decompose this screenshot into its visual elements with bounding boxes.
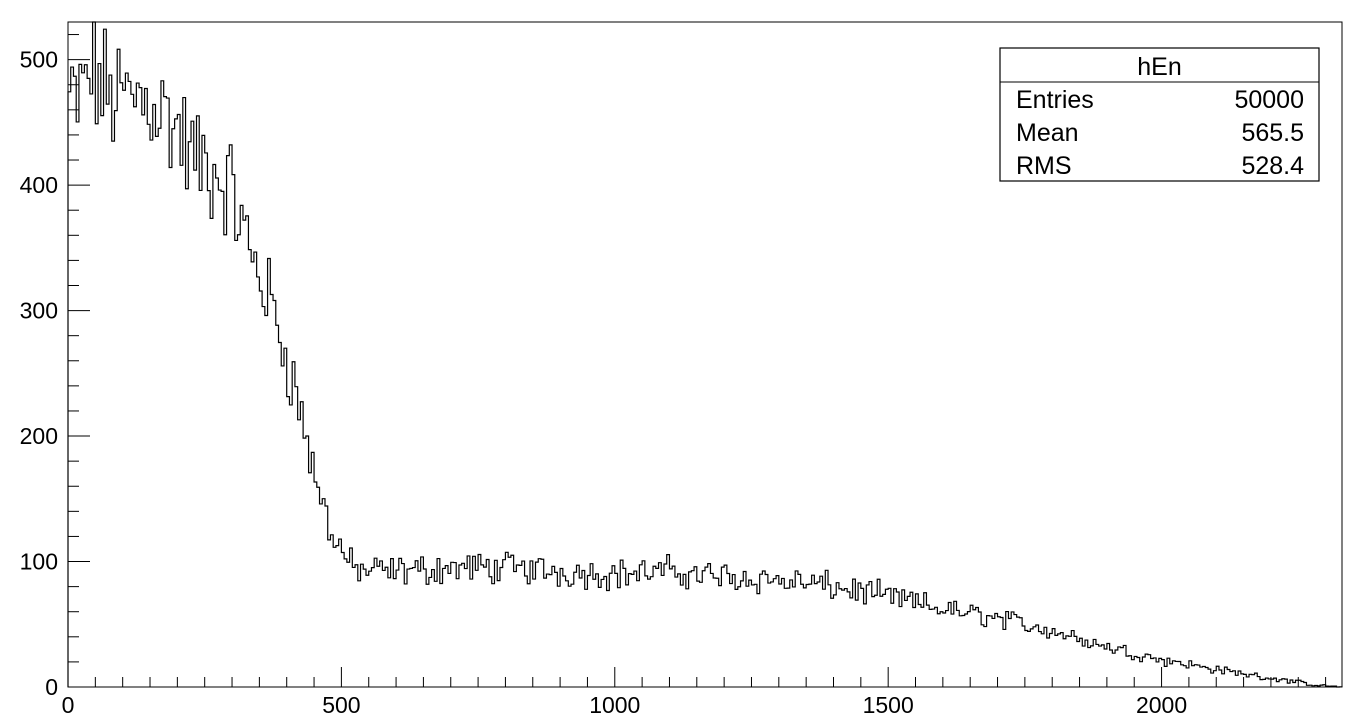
stats-box: hEn Entries 50000 Mean 565.5 RMS 528.4 [999,47,1320,182]
y-axis: 0 100 200 300 400 500 [20,34,90,700]
stats-entries-label: Entries [1016,86,1094,114]
stats-mean-label: Mean [1016,119,1079,147]
y-tick-label: 200 [20,423,58,449]
x-tick-label: 0 [62,692,75,718]
stats-box-frame [999,47,1320,182]
y-tick-label: 400 [20,172,58,198]
x-tick-label: 1000 [589,692,640,718]
stats-rms-value: 528.4 [1241,152,1304,180]
stats-mean-value: 565.5 [1241,119,1304,147]
x-tick-label: 500 [322,692,360,718]
y-tick-label: 500 [20,47,58,73]
y-tick-label: 100 [20,549,58,575]
x-axis: 0 500 1000 1500 2000 [62,667,1327,718]
x-tick-label: 1500 [863,692,914,718]
y-tick-label: 0 [45,674,58,700]
stats-box-title: hEn [1137,53,1181,81]
stats-entries-value: 50000 [1234,86,1304,114]
histogram-series [67,21,1343,688]
stats-rms-label: RMS [1016,152,1072,180]
x-tick-label: 2000 [1136,692,1187,718]
y-tick-label: 300 [20,298,58,324]
